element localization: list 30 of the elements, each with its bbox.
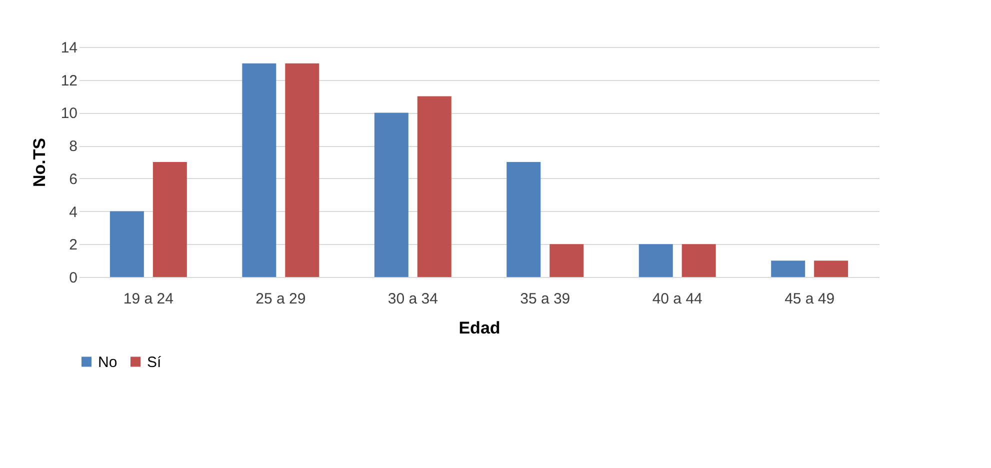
x-tick-label: 25 a 29 (256, 290, 306, 308)
bar (814, 260, 848, 277)
y-tick-label: 6 (69, 170, 78, 188)
x-tick-label: 35 a 39 (520, 290, 570, 308)
x-tick-label: 19 a 24 (123, 290, 174, 308)
y-tick-label: 8 (69, 138, 78, 156)
y-tick-label: 14 (60, 40, 78, 56)
bar (374, 112, 408, 277)
x-axis-title: Edad (458, 318, 500, 338)
y-tick-label: 10 (60, 105, 78, 122)
x-tick-label: 40 a 44 (652, 290, 702, 308)
y-tick-label: 4 (69, 204, 78, 221)
x-tick-label: 30 a 34 (388, 290, 438, 308)
y-axis-title: No.TS (30, 138, 49, 188)
y-tick-label: 2 (69, 236, 78, 254)
bar (771, 260, 806, 277)
y-tick-label: 0 (69, 270, 78, 286)
bar (638, 244, 673, 277)
bar (285, 63, 320, 277)
bar (110, 211, 144, 277)
legend-label: No (98, 354, 118, 371)
bar (152, 162, 187, 277)
legend-label: Sí (147, 354, 162, 371)
bar (242, 63, 276, 277)
x-tick-label: 45 a 49 (784, 290, 835, 308)
bar (550, 244, 584, 277)
bar (506, 162, 541, 277)
y-tick-label: 12 (60, 72, 78, 90)
bar (682, 244, 716, 277)
bar (417, 96, 452, 277)
